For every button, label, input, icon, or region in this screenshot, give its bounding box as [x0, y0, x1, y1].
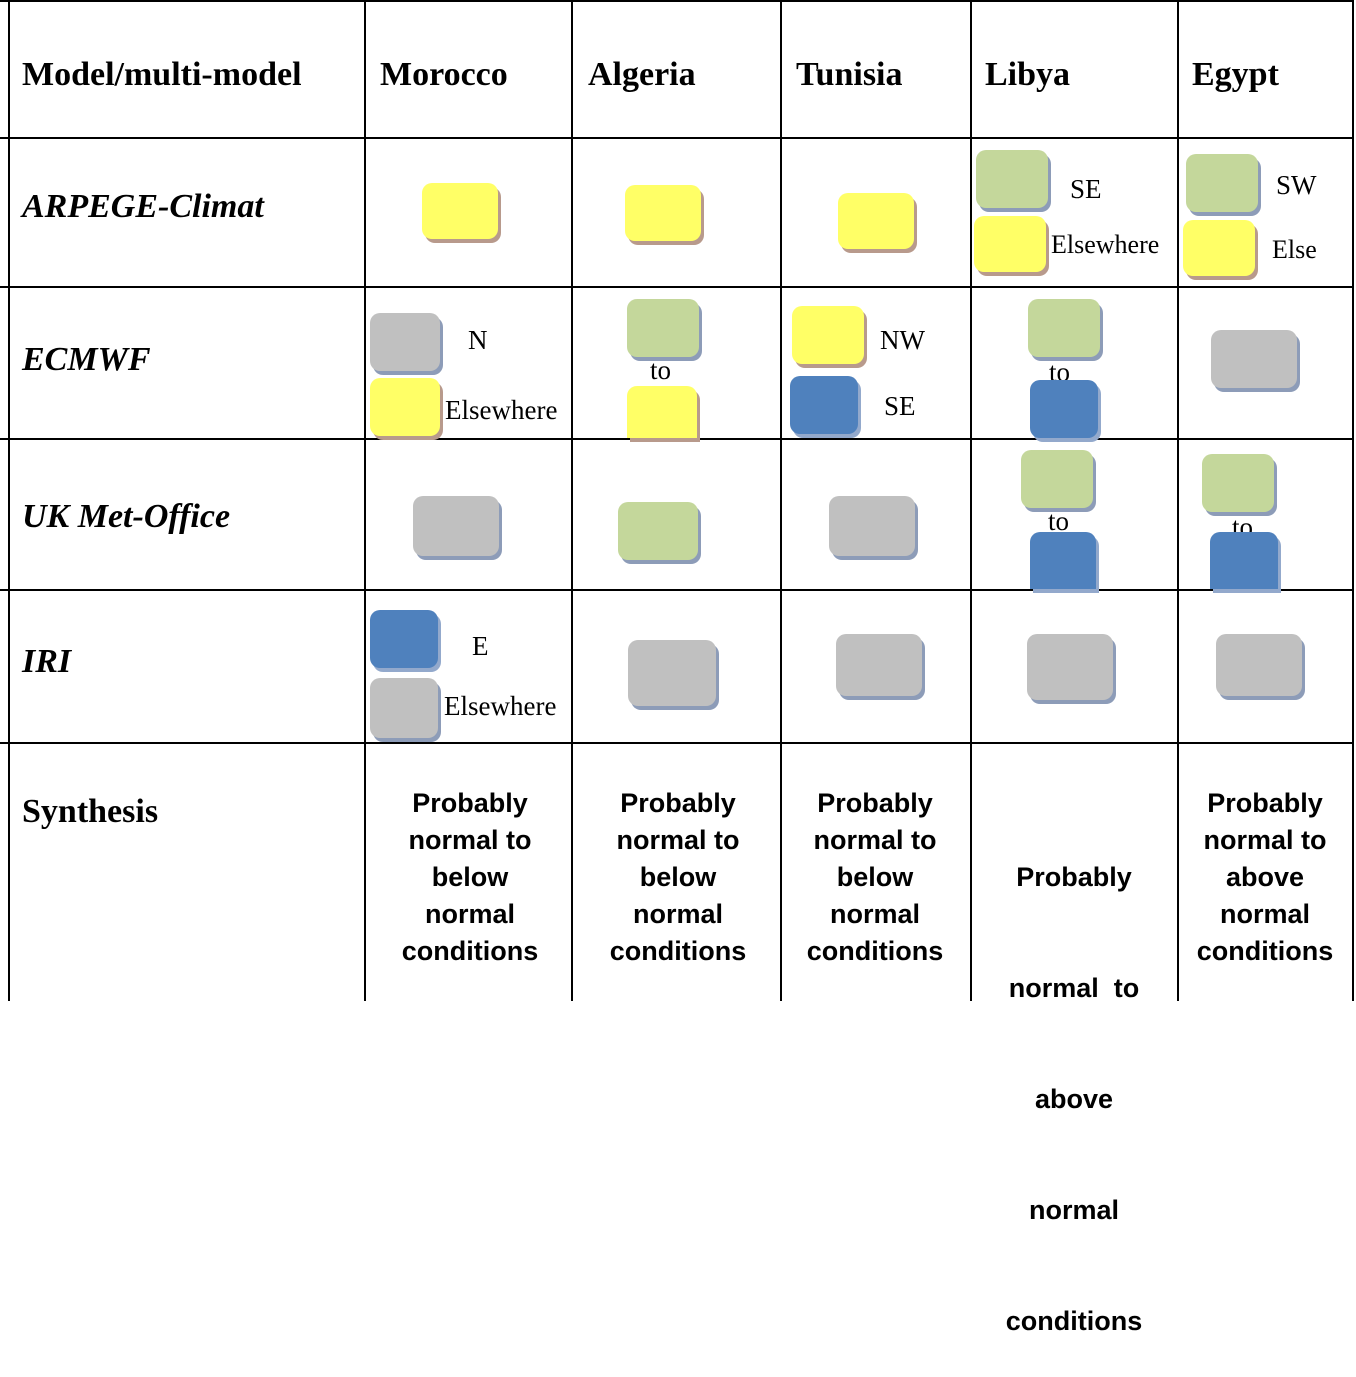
- iri-egypt-indicator: [1216, 634, 1302, 696]
- ecmwf-morocco-label-1: N: [468, 325, 488, 355]
- synthesis-algeria-line-4: normal: [632, 899, 724, 929]
- synthesis-tunisia: Probably normal to below normal conditio…: [782, 785, 968, 970]
- synthesis-morocco-line-2: normal to: [408, 825, 532, 855]
- synthesis-morocco: Probably normal to below normal conditio…: [372, 785, 568, 970]
- synthesis-egypt-line-1: Probably: [1207, 788, 1323, 818]
- ecmwf-tunisia-label-2: SE: [884, 391, 916, 421]
- arpege-egypt-label-1: SW: [1276, 170, 1317, 200]
- ukmo-egypt-connector: to: [1232, 514, 1254, 533]
- synthesis-tunisia-line-5: conditions: [806, 936, 944, 966]
- arpege-egypt-indicator-1: [1186, 154, 1258, 212]
- row-label-ecmwf: ECMWF: [22, 341, 151, 378]
- row-label-arpege: ARPEGE-Climat: [22, 188, 264, 225]
- ecmwf-libya-indicator-2: [1030, 380, 1098, 438]
- ecmwf-morocco-label-2: Elsewhere: [445, 395, 558, 425]
- synthesis-tunisia-line-2: normal to: [813, 825, 937, 855]
- synthesis-algeria-line-3: below: [639, 862, 717, 892]
- synthesis-morocco-line-1: Probably: [412, 788, 528, 818]
- row-divider-iri: [0, 742, 1354, 744]
- header-algeria: Algeria: [588, 56, 696, 93]
- ukmo-libya-connector: to: [1048, 506, 1070, 536]
- synthesis-egypt-line-4: normal: [1219, 899, 1311, 929]
- iri-algeria-indicator: [628, 640, 716, 706]
- col-divider-algeria: [780, 0, 782, 1001]
- synthesis-libya-line-3: above: [1034, 1084, 1114, 1114]
- arpege-libya-indicator-1: [976, 150, 1048, 208]
- synthesis-egypt: Probably normal to above normal conditio…: [1181, 785, 1349, 970]
- arpege-tunisia-indicator: [838, 193, 914, 249]
- arpege-libya-indicator-2: [974, 216, 1046, 272]
- ecmwf-algeria-connector: to: [650, 355, 672, 385]
- synthesis-morocco-line-5: conditions: [401, 936, 539, 966]
- ecmwf-libya-connector: to: [1049, 357, 1071, 387]
- arpege-libya-label-2: Elsewhere: [1051, 230, 1160, 259]
- arpege-libya-label-1: SE: [1070, 174, 1102, 204]
- header-tunisia: Tunisia: [796, 56, 903, 93]
- synthesis-tunisia-line-1: Probably: [817, 788, 933, 818]
- ukmo-algeria-indicator: [618, 502, 698, 560]
- synthesis-libya: Probably normal to above normal conditio…: [974, 785, 1174, 1377]
- synthesis-morocco-line-4: normal: [424, 899, 516, 929]
- iri-morocco-label-2: Elsewhere: [444, 691, 557, 721]
- synthesis-algeria-line-1: Probably: [620, 788, 736, 818]
- ukmo-tunisia-indicator: [829, 496, 915, 556]
- row-divider-ukmo: [0, 589, 1354, 591]
- ecmwf-tunisia-indicator-2: [790, 376, 858, 434]
- arpege-algeria-indicator: [625, 185, 701, 241]
- ukmo-morocco-indicator: [413, 496, 499, 556]
- header-libya: Libya: [985, 56, 1071, 93]
- col-divider-model: [364, 0, 366, 1001]
- header-model: Model/multi-model: [22, 56, 302, 93]
- ukmo-libya-indicator-1: [1021, 450, 1093, 508]
- ecmwf-morocco-indicator-1: [370, 313, 440, 371]
- arpege-morocco-indicator: [422, 183, 498, 239]
- col-divider-libya: [1177, 0, 1179, 1001]
- synthesis-egypt-line-2: normal to: [1203, 825, 1327, 855]
- table-border-left: [8, 0, 10, 1001]
- iri-morocco-indicator-2: [370, 678, 438, 738]
- arpege-egypt-indicator-2: [1183, 220, 1255, 276]
- ukmo-egypt-indicator-1: [1202, 454, 1274, 512]
- synthesis-libya-line-4: normal: [1028, 1195, 1120, 1225]
- synthesis-egypt-line-5: conditions: [1196, 936, 1334, 966]
- row-label-ukmo: UK Met-Office: [22, 498, 231, 535]
- row-divider-arpege: [0, 286, 1354, 288]
- arpege-egypt-label-2: Else: [1272, 235, 1317, 264]
- header-egypt: Egypt: [1192, 56, 1279, 93]
- ecmwf-tunisia-indicator-1: [792, 306, 864, 364]
- synthesis-algeria-line-2: normal to: [616, 825, 740, 855]
- col-divider-tunisia: [970, 0, 972, 1001]
- ecmwf-morocco-indicator-2: [370, 378, 440, 436]
- ecmwf-libya-indicator-1: [1028, 299, 1100, 357]
- header-morocco: Morocco: [380, 56, 508, 93]
- synthesis-tunisia-line-4: normal: [829, 899, 921, 929]
- iri-morocco-label-1: E: [472, 631, 489, 661]
- synthesis-morocco-line-3: below: [431, 862, 509, 892]
- row-divider-header: [0, 137, 1354, 139]
- ukmo-libya-indicator-2: [1030, 532, 1096, 589]
- synthesis-libya-line-1: Probably: [1016, 862, 1132, 892]
- iri-morocco-indicator-1: [370, 610, 438, 668]
- iri-tunisia-indicator: [836, 634, 922, 696]
- iri-libya-indicator: [1027, 634, 1113, 700]
- ecmwf-algeria-indicator-2: [627, 386, 697, 438]
- row-label-iri: IRI: [22, 643, 72, 680]
- synthesis-libya-line-2: normal to: [1008, 973, 1140, 1003]
- ecmwf-algeria-indicator-1: [627, 299, 699, 357]
- synthesis-egypt-line-3: above: [1225, 862, 1305, 892]
- ecmwf-egypt-indicator: [1211, 330, 1297, 388]
- ecmwf-tunisia-label-1: NW: [880, 325, 925, 355]
- synthesis-libya-line-5: conditions: [1005, 1306, 1143, 1336]
- ukmo-egypt-indicator-2: [1210, 532, 1278, 589]
- col-divider-morocco: [571, 0, 573, 1001]
- row-divider-ecmwf: [0, 438, 1354, 440]
- synthesis-algeria: Probably normal to below normal conditio…: [579, 785, 777, 970]
- row-label-synthesis: Synthesis: [22, 793, 159, 830]
- table-border-right: [1352, 0, 1354, 1001]
- synthesis-tunisia-line-3: below: [836, 862, 914, 892]
- synthesis-algeria-line-5: conditions: [609, 936, 747, 966]
- table-border-top: [0, 0, 1354, 2]
